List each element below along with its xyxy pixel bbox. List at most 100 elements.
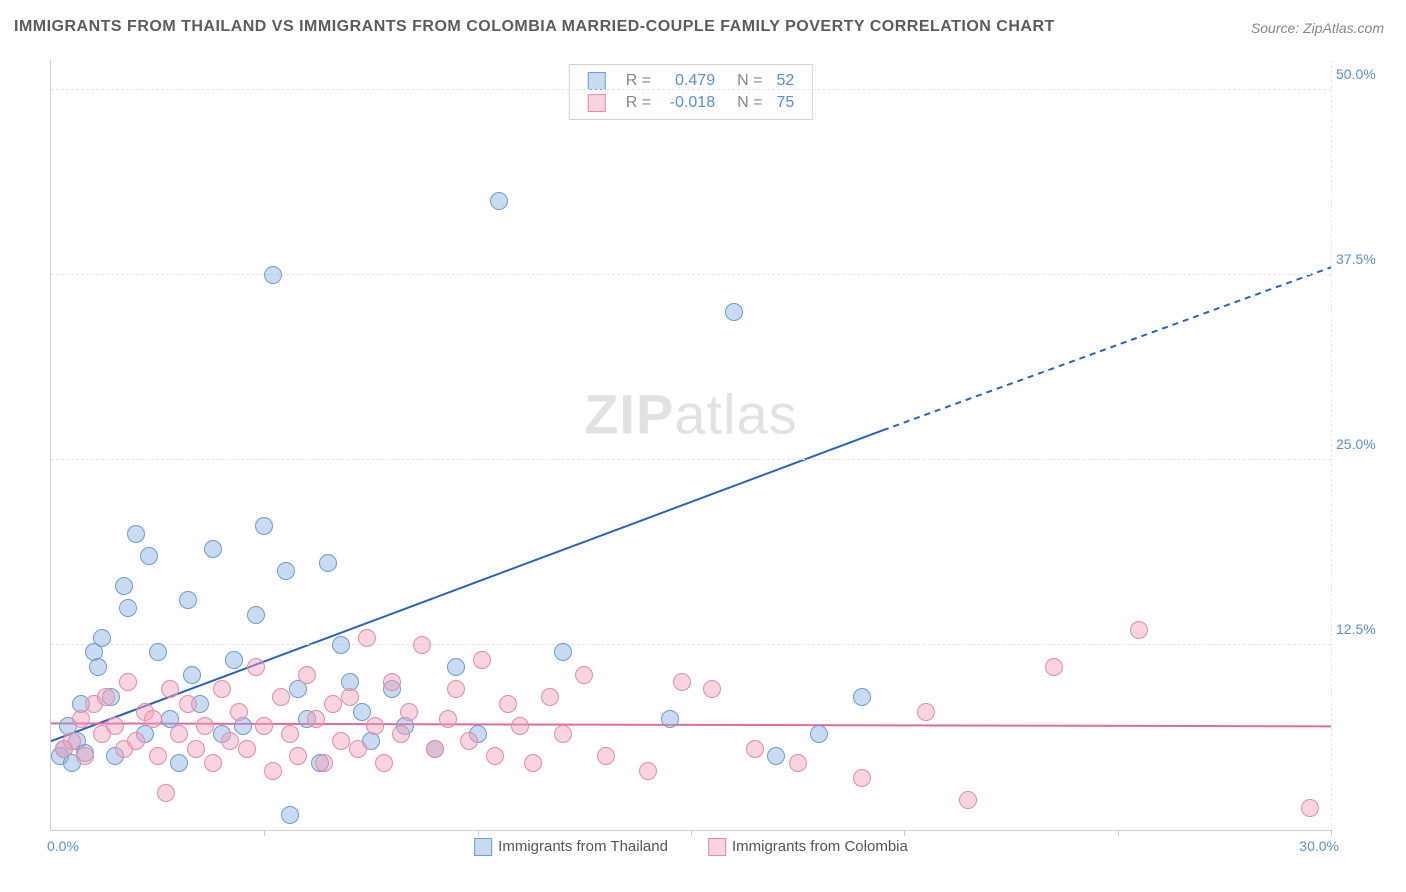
data-point-colombia	[426, 740, 444, 758]
data-point-colombia	[72, 710, 90, 728]
data-point-colombia	[247, 658, 265, 676]
data-point-colombia	[554, 725, 572, 743]
data-point-thailand	[490, 192, 508, 210]
data-point-colombia	[746, 740, 764, 758]
data-point-colombia	[511, 717, 529, 735]
y-tick-label: 25.0%	[1336, 436, 1386, 452]
data-point-colombia	[221, 732, 239, 750]
data-point-colombia	[157, 784, 175, 802]
data-point-thailand	[204, 540, 222, 558]
data-point-thailand	[277, 562, 295, 580]
data-point-colombia	[255, 717, 273, 735]
data-point-colombia	[392, 725, 410, 743]
data-point-colombia	[460, 732, 478, 750]
data-point-colombia	[238, 740, 256, 758]
data-point-thailand	[281, 806, 299, 824]
legend-label: Immigrants from Colombia	[732, 838, 908, 855]
data-point-thailand	[319, 554, 337, 572]
data-point-colombia	[673, 673, 691, 691]
data-point-colombia	[264, 762, 282, 780]
data-point-thailand	[170, 754, 188, 772]
data-point-colombia	[213, 680, 231, 698]
data-point-colombia	[196, 717, 214, 735]
x-tick-mark	[478, 830, 479, 836]
x-tick-mark	[904, 830, 905, 836]
data-point-colombia	[473, 651, 491, 669]
source-attribution: Source: ZipAtlas.com	[1251, 20, 1384, 36]
data-point-colombia	[375, 754, 393, 772]
data-point-colombia	[324, 695, 342, 713]
data-point-thailand	[119, 599, 137, 617]
chart-title: IMMIGRANTS FROM THAILAND VS IMMIGRANTS F…	[14, 18, 1055, 36]
data-point-thailand	[115, 577, 133, 595]
data-point-colombia	[400, 703, 418, 721]
data-point-colombia	[366, 717, 384, 735]
data-point-colombia	[597, 747, 615, 765]
x-tick-mark	[1118, 830, 1119, 836]
x-origin-label: 0.0%	[47, 838, 79, 854]
legend-label: Immigrants from Thailand	[498, 838, 668, 855]
data-point-thailand	[264, 266, 282, 284]
data-point-colombia	[63, 732, 81, 750]
data-point-colombia	[1130, 621, 1148, 639]
data-point-colombia	[179, 695, 197, 713]
data-point-thailand	[225, 651, 243, 669]
data-point-colombia	[358, 629, 376, 647]
data-point-colombia	[315, 754, 333, 772]
data-point-thailand	[767, 747, 785, 765]
legend-swatch-icon	[708, 838, 726, 856]
gridline	[51, 459, 1331, 460]
data-point-colombia	[341, 688, 359, 706]
data-point-thailand	[93, 629, 111, 647]
data-point-colombia	[272, 688, 290, 706]
watermark-bold: ZIP	[584, 383, 674, 446]
data-point-colombia	[349, 740, 367, 758]
data-point-colombia	[413, 636, 431, 654]
data-point-colombia	[486, 747, 504, 765]
correlation-legend: R =0.479N =52R =-0.018N =75	[569, 64, 813, 120]
data-point-thailand	[149, 643, 167, 661]
data-point-colombia	[917, 703, 935, 721]
data-point-colombia	[383, 673, 401, 691]
legend-swatch-icon	[474, 838, 492, 856]
data-point-colombia	[789, 754, 807, 772]
corr-n-label: N =	[723, 93, 768, 113]
y-tick-label: 12.5%	[1336, 621, 1386, 637]
data-point-thailand	[332, 636, 350, 654]
data-point-thailand	[183, 666, 201, 684]
data-point-colombia	[499, 695, 517, 713]
legend-swatch-icon	[588, 72, 606, 90]
data-point-thailand	[447, 658, 465, 676]
x-max-label: 30.0%	[1299, 838, 1339, 854]
corr-legend-row-colombia: R =-0.018N =75	[582, 93, 800, 113]
data-point-colombia	[204, 754, 222, 772]
x-tick-mark	[691, 830, 692, 836]
data-point-thailand	[725, 303, 743, 321]
legend-swatch-icon	[588, 94, 606, 112]
data-point-colombia	[76, 747, 94, 765]
data-point-thailand	[247, 606, 265, 624]
data-point-thailand	[127, 525, 145, 543]
data-point-thailand	[661, 710, 679, 728]
data-point-colombia	[439, 710, 457, 728]
data-point-colombia	[187, 740, 205, 758]
data-point-thailand	[89, 658, 107, 676]
data-point-colombia	[853, 769, 871, 787]
data-point-thailand	[255, 517, 273, 535]
data-point-colombia	[1301, 799, 1319, 817]
data-point-colombia	[281, 725, 299, 743]
data-point-colombia	[289, 747, 307, 765]
legend-item-thailand: Immigrants from Thailand	[474, 838, 668, 856]
watermark-thin: atlas	[674, 383, 797, 446]
data-point-colombia	[1045, 658, 1063, 676]
gridline	[51, 274, 1331, 275]
data-point-colombia	[959, 791, 977, 809]
data-point-colombia	[639, 762, 657, 780]
watermark-text: ZIPatlas	[584, 382, 797, 447]
data-point-colombia	[447, 680, 465, 698]
data-point-thailand	[853, 688, 871, 706]
data-point-thailand	[810, 725, 828, 743]
x-tick-mark	[1331, 830, 1332, 836]
corr-n-value: 75	[770, 93, 800, 113]
series-legend: Immigrants from Thailand Immigrants from …	[474, 838, 908, 856]
